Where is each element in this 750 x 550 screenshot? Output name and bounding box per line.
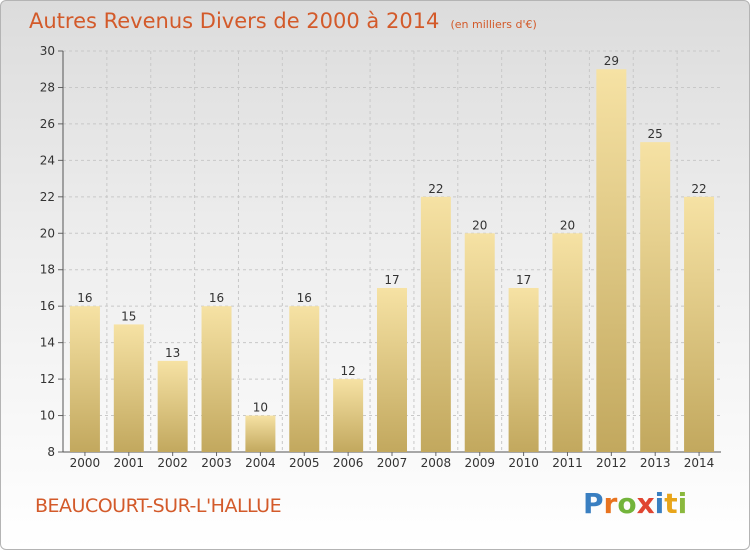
bar-value-label: 17 bbox=[516, 273, 531, 287]
x-tick-label: 2010 bbox=[508, 456, 539, 470]
logo-letter: r bbox=[603, 487, 618, 520]
x-tick-label: 2014 bbox=[684, 456, 715, 470]
commune-name: BEAUCOURT-SUR-L'HALLUE bbox=[35, 495, 282, 517]
x-tick-label: 2013 bbox=[640, 456, 671, 470]
x-tick-label: 2011 bbox=[552, 456, 583, 470]
bar bbox=[640, 142, 671, 453]
y-tick-label: 24 bbox=[40, 153, 55, 167]
bar bbox=[596, 69, 627, 453]
logo-letter: P bbox=[583, 487, 604, 520]
bar-value-label: 20 bbox=[472, 218, 487, 232]
bar-value-label: 22 bbox=[691, 182, 706, 196]
x-tick-label: 2012 bbox=[596, 456, 627, 470]
bar-value-label: 13 bbox=[165, 346, 180, 360]
y-tick-label: 18 bbox=[40, 263, 55, 277]
y-tick-label: 22 bbox=[40, 190, 55, 204]
bar bbox=[245, 415, 276, 452]
y-tick-label: 26 bbox=[40, 117, 55, 131]
logo-letter: t bbox=[664, 487, 678, 520]
x-tick-label: 2002 bbox=[157, 456, 188, 470]
bar-value-label: 10 bbox=[253, 401, 268, 415]
x-tick-label: 2000 bbox=[70, 456, 101, 470]
y-tick-label: 10 bbox=[40, 409, 55, 423]
x-tick-label: 2001 bbox=[114, 456, 145, 470]
bar bbox=[289, 306, 320, 452]
y-tick-label: 28 bbox=[40, 80, 55, 94]
bar bbox=[508, 287, 539, 452]
x-tick-label: 2006 bbox=[333, 456, 364, 470]
y-tick-label: 30 bbox=[40, 44, 55, 58]
chart-subtitle: (en milliers d'€) bbox=[450, 18, 537, 31]
x-tick-label: 2004 bbox=[245, 456, 276, 470]
x-tick-label: 2007 bbox=[377, 456, 408, 470]
x-tick-label: 2009 bbox=[464, 456, 495, 470]
logo-letter: o bbox=[617, 487, 637, 520]
bar-value-label: 29 bbox=[604, 54, 619, 68]
x-tick-label: 2005 bbox=[289, 456, 320, 470]
bar bbox=[157, 360, 188, 452]
bar bbox=[684, 196, 715, 452]
bar-value-label: 12 bbox=[340, 364, 355, 378]
bar bbox=[333, 379, 364, 452]
bar-value-label: 22 bbox=[428, 182, 443, 196]
bar-value-label: 15 bbox=[121, 309, 136, 323]
bar bbox=[69, 306, 100, 452]
y-tick-label: 16 bbox=[40, 299, 55, 313]
bar-value-label: 17 bbox=[384, 273, 399, 287]
bar bbox=[113, 324, 144, 452]
x-tick-label: 2003 bbox=[201, 456, 232, 470]
proxiti-logo: Proxiti bbox=[583, 487, 687, 520]
logo-letter: i bbox=[654, 487, 665, 520]
bar-value-label: 25 bbox=[648, 127, 663, 141]
logo-letter: x bbox=[636, 487, 655, 520]
bar-value-label: 16 bbox=[297, 291, 312, 305]
bar bbox=[377, 287, 407, 452]
bar bbox=[464, 233, 495, 452]
chart-title: Autres Revenus Divers de 2000 à 2014 bbox=[29, 9, 440, 33]
chart-title-row: Autres Revenus Divers de 2000 à 2014 (en… bbox=[29, 9, 537, 33]
y-tick-label: 12 bbox=[40, 372, 55, 386]
logo-letter: i bbox=[677, 487, 688, 520]
bar bbox=[201, 306, 232, 452]
y-tick-label: 14 bbox=[40, 336, 55, 350]
bar-value-label: 16 bbox=[77, 291, 92, 305]
bar-value-label: 20 bbox=[560, 218, 575, 232]
bar-value-label: 16 bbox=[209, 291, 224, 305]
bar bbox=[552, 233, 583, 452]
y-tick-label: 20 bbox=[40, 226, 55, 240]
bar bbox=[420, 196, 451, 452]
x-tick-label: 2008 bbox=[421, 456, 452, 470]
y-tick-label: 8 bbox=[47, 445, 55, 459]
